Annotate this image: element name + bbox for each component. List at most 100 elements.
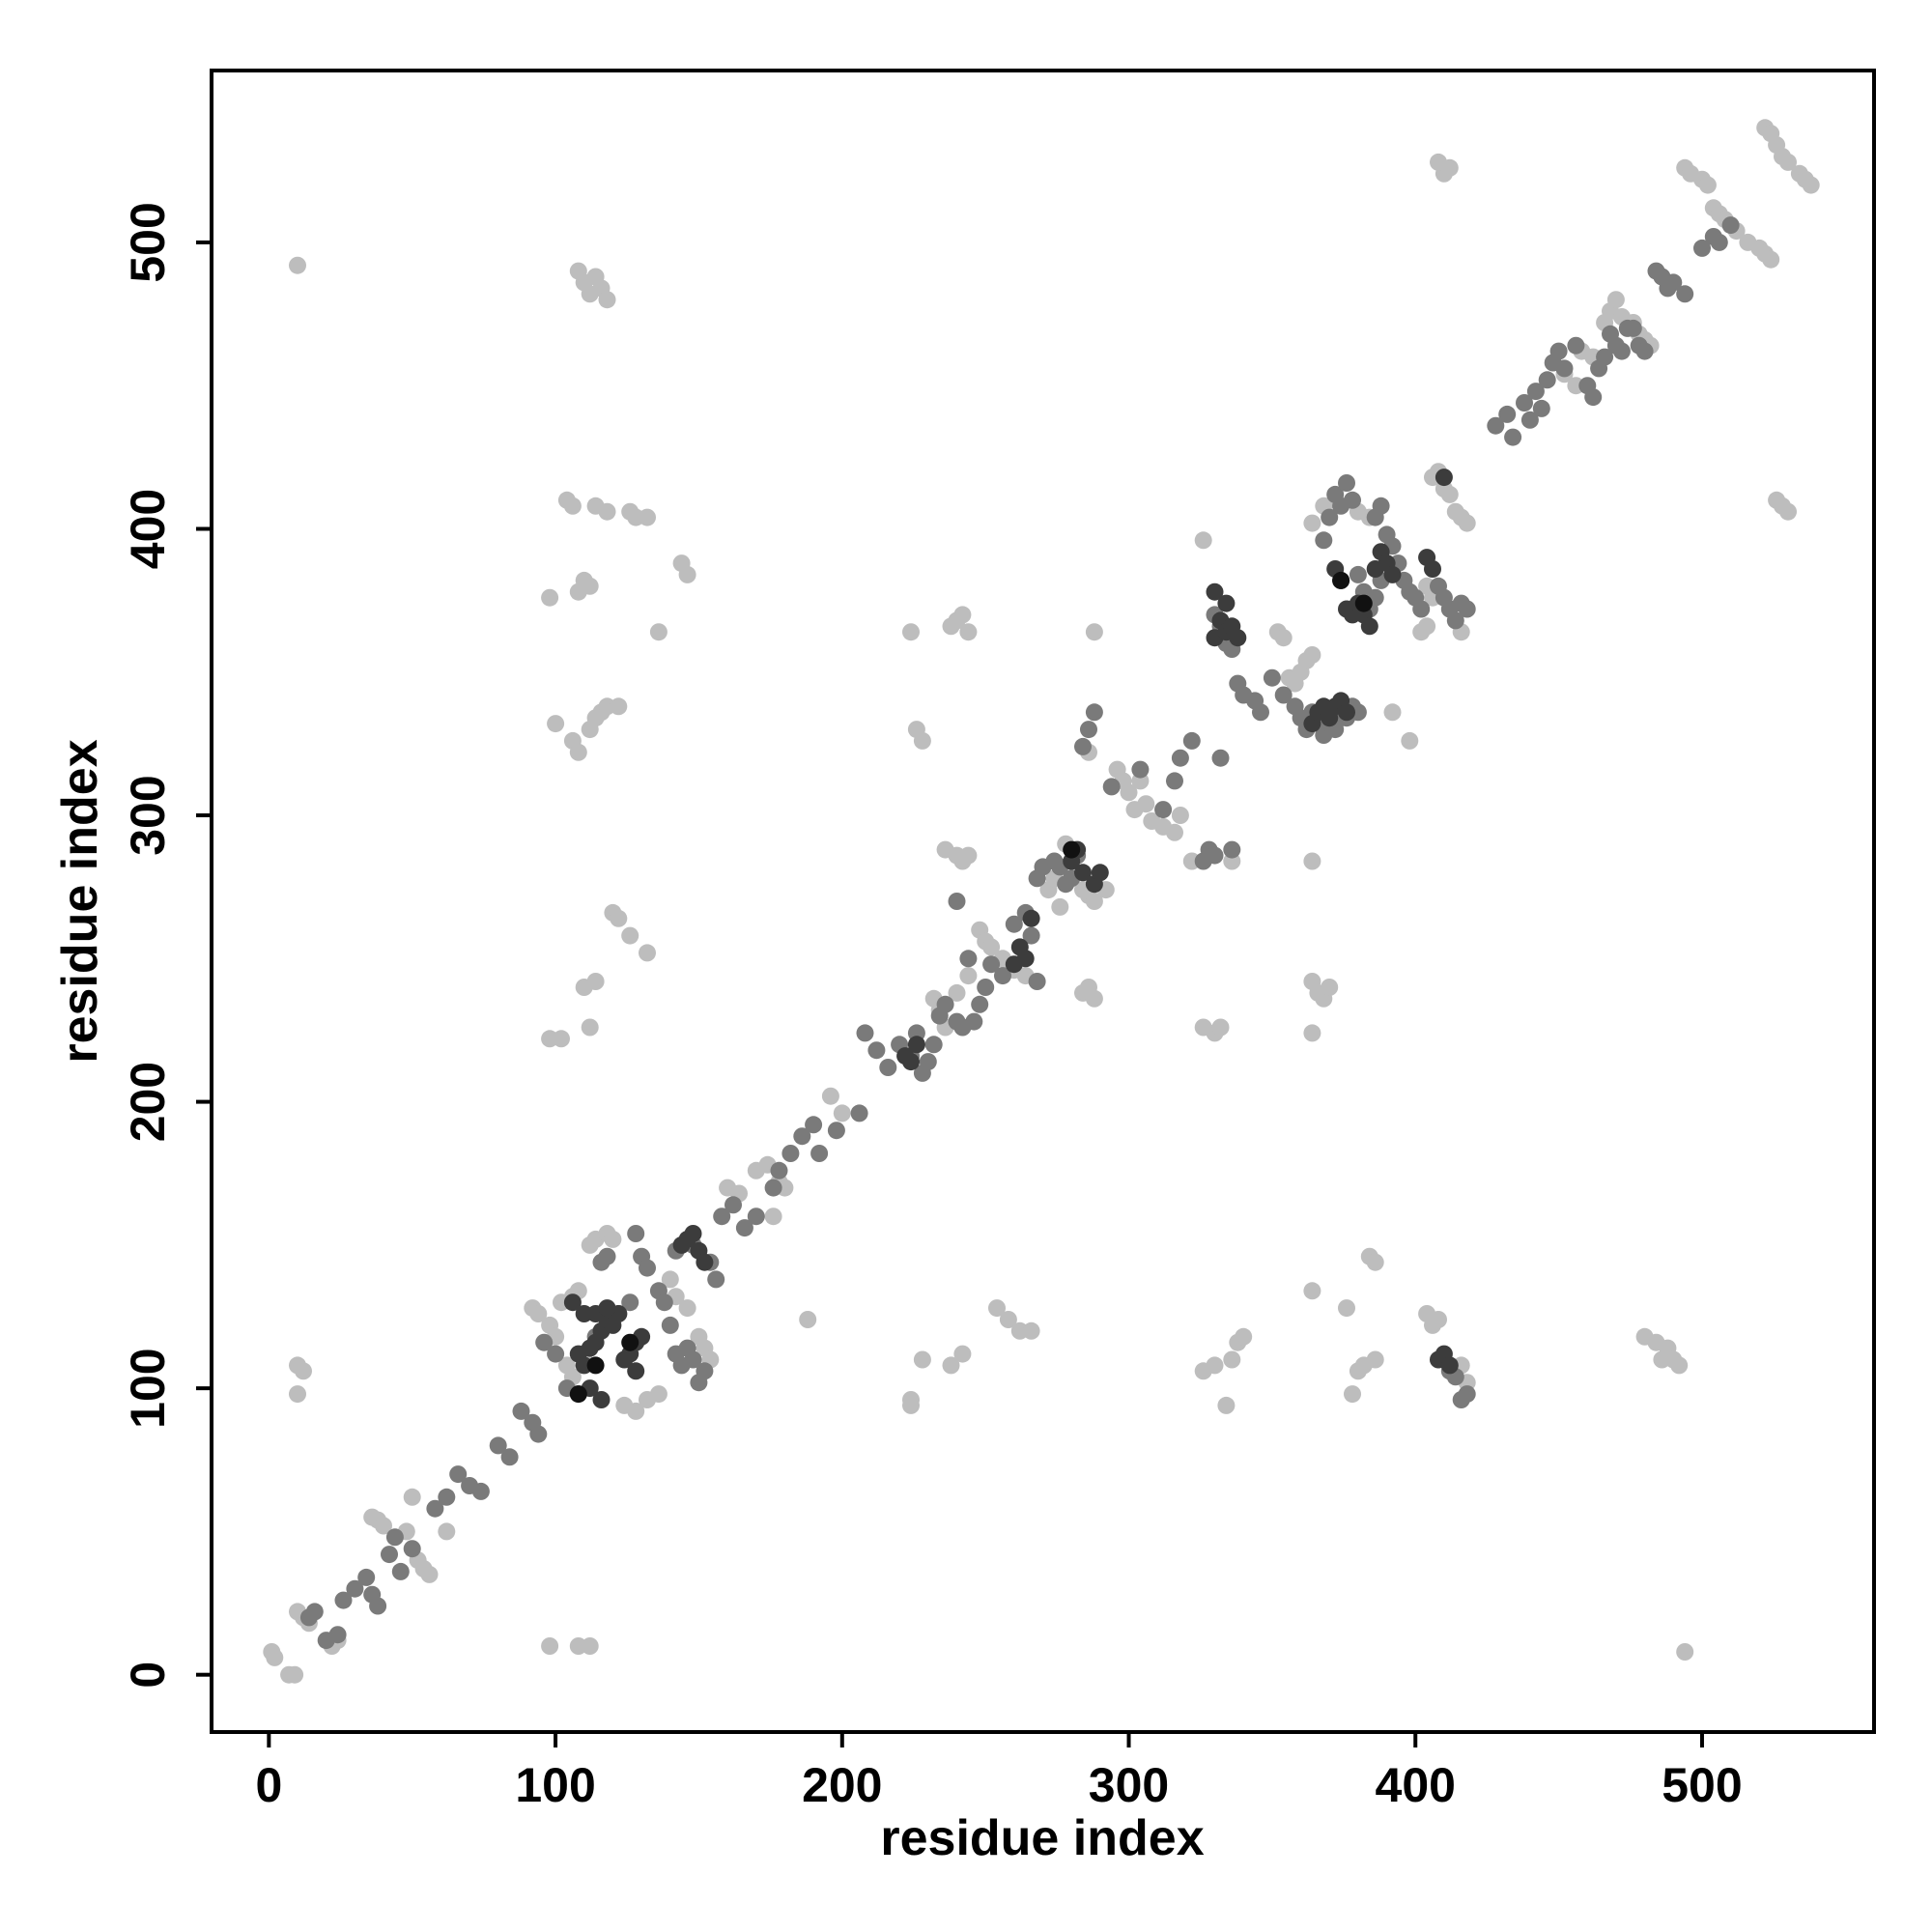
data-point-light: [604, 1230, 622, 1248]
data-point-dark: [1217, 594, 1236, 612]
data-point-light: [1166, 823, 1183, 841]
data-point-mid: [781, 1145, 800, 1162]
data-point-light: [1401, 731, 1419, 750]
data-point-mid: [1446, 611, 1464, 630]
data-point-light: [1211, 1018, 1230, 1037]
data-point-mid: [1074, 737, 1092, 755]
data-point-mid: [1252, 703, 1269, 722]
data-point-mid: [1532, 399, 1550, 417]
data-point-light: [953, 606, 972, 624]
data-point-mid: [1664, 273, 1683, 292]
data-point-mid: [328, 1626, 347, 1644]
y-tick-label: 400: [121, 489, 175, 569]
data-point-mid: [1584, 388, 1603, 407]
data-point-mid: [1498, 405, 1517, 423]
data-point-dark: [1360, 617, 1378, 636]
data-point-light: [1366, 1350, 1384, 1369]
data-point-mid: [639, 1259, 656, 1277]
data-point-mid: [449, 1465, 468, 1484]
data-point-dark: [1206, 582, 1224, 601]
data-point-mid: [357, 1568, 376, 1586]
data-point-light: [1802, 176, 1820, 194]
y-tick-label: 500: [121, 202, 175, 282]
data-point-mid: [827, 1122, 845, 1140]
data-point-mid: [1131, 760, 1150, 779]
data-point-mid: [1080, 721, 1097, 739]
data-point-light: [1440, 485, 1459, 503]
data-point-dark: [907, 1036, 925, 1054]
data-point-mid: [764, 1179, 782, 1197]
data-point-mid: [1182, 731, 1201, 750]
data-point-light: [1458, 514, 1476, 532]
data-point-mid: [1516, 394, 1533, 412]
data-point-light: [649, 1385, 668, 1404]
data-point-light: [999, 1311, 1017, 1328]
data-point-light: [581, 1018, 599, 1037]
data-point-light: [1430, 153, 1447, 171]
data-point-light: [1383, 703, 1402, 722]
data-point-light: [295, 1362, 312, 1380]
data-point-mid: [1412, 600, 1431, 618]
data-point-light: [1274, 629, 1293, 647]
data-point-light: [598, 502, 616, 521]
data-point-light: [1366, 1253, 1384, 1271]
x-axis-label: residue index: [880, 1810, 1204, 1866]
data-point-mid: [489, 1436, 507, 1455]
data-point-mid: [850, 1104, 868, 1122]
data-point-dark: [1338, 703, 1355, 722]
y-tick-label: 100: [121, 1348, 175, 1428]
data-point-mid: [1171, 749, 1189, 767]
data-point-mid: [1549, 342, 1568, 360]
data-point-light: [982, 938, 1001, 956]
data-point-light: [420, 1565, 439, 1583]
data-point-mid: [1635, 342, 1654, 360]
plot-frame: [210, 69, 1876, 1734]
data-point-light: [1676, 1643, 1694, 1661]
data-point-light: [1670, 1356, 1689, 1375]
data-point-mid: [856, 1024, 874, 1042]
data-point-light: [1085, 893, 1103, 910]
data-point-light: [902, 623, 920, 641]
y-tick-label: 200: [121, 1062, 175, 1142]
data-point-light: [936, 840, 954, 859]
data-point-light: [1698, 176, 1717, 194]
data-point-mid: [1022, 926, 1040, 945]
data-point-mid: [500, 1448, 519, 1466]
data-point-mid: [346, 1579, 364, 1598]
data-point-mid: [1344, 491, 1361, 509]
data-point-light: [678, 1299, 696, 1318]
data-point-light: [557, 491, 576, 509]
x-tick-label: 0: [255, 1758, 282, 1812]
data-point-mid: [512, 1402, 530, 1420]
data-point-mid: [438, 1488, 456, 1506]
data-point-light: [661, 1270, 679, 1289]
data-point-light: [598, 291, 616, 309]
data-point-black: [569, 1385, 587, 1404]
data-point-dark: [684, 1225, 702, 1242]
data-point-light: [286, 1665, 304, 1684]
data-point-mid: [535, 1333, 554, 1351]
data-point-mid: [627, 1225, 645, 1242]
data-point-mid: [959, 950, 978, 968]
data-point-mid: [696, 1362, 714, 1380]
data-point-light: [1762, 250, 1780, 269]
data-point-mid: [707, 1270, 725, 1289]
data-point-light: [1074, 983, 1092, 1002]
data-point-mid: [1710, 233, 1728, 251]
data-point-light: [913, 1350, 931, 1369]
data-point-black: [586, 1356, 605, 1375]
data-point-light: [1303, 646, 1321, 664]
data-point-light: [1051, 897, 1069, 916]
data-point-dark: [1435, 469, 1453, 487]
data-point-light: [289, 1385, 306, 1404]
data-point-mid: [1028, 973, 1046, 990]
x-tick-label: 400: [1376, 1758, 1456, 1812]
data-point-light: [1171, 807, 1189, 824]
data-point-mid: [661, 1316, 679, 1334]
data-point-light: [569, 262, 587, 280]
data-point-light: [639, 508, 656, 526]
data-point-mid: [655, 1293, 673, 1312]
y-tick-label: 300: [121, 775, 175, 855]
data-point-light: [529, 1305, 548, 1322]
data-point-mid: [1338, 474, 1355, 492]
